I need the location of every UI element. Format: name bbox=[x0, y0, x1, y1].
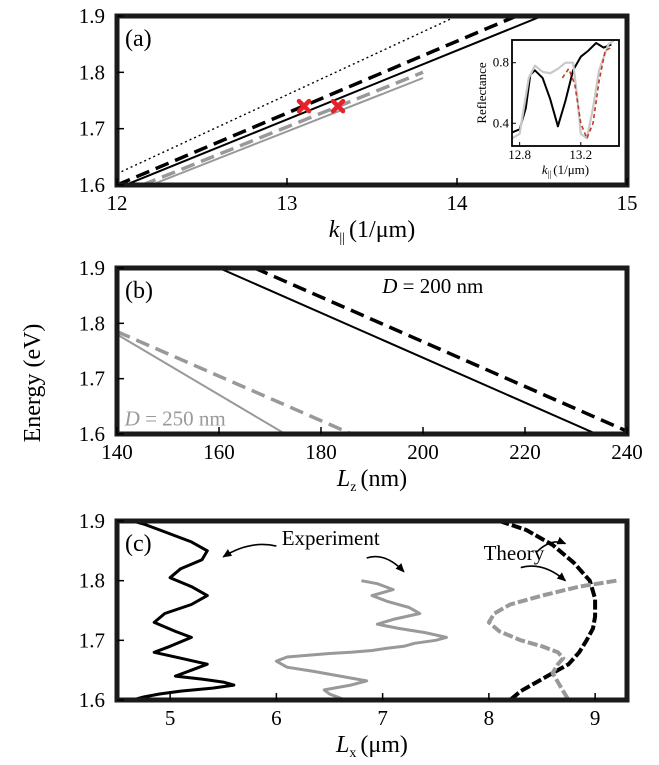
series-line-3 bbox=[117, 329, 353, 434]
y-tick-label: 1.8 bbox=[79, 60, 105, 84]
marker-cross bbox=[330, 98, 346, 114]
inset-x-tick-label: 13.2 bbox=[569, 147, 592, 162]
axes-frame bbox=[114, 518, 630, 703]
x-tick-label: 220 bbox=[509, 440, 541, 464]
series-line-2 bbox=[253, 268, 627, 433]
series-line-4 bbox=[117, 333, 286, 434]
axes-frame bbox=[114, 265, 630, 437]
panel-b: 140 160 180 200 220 240 1.6 1.7 1.8 1.9 (b) Lz (nm) D… bbox=[79, 256, 643, 495]
series-line-1 bbox=[117, 16, 458, 175]
x-tick-label: 200 bbox=[407, 440, 439, 464]
plot-area bbox=[117, 268, 627, 434]
plot-area bbox=[132, 521, 617, 700]
x-tick-label: 140 bbox=[101, 440, 133, 464]
x-tick-label: 9 bbox=[590, 706, 601, 730]
panel-a: 12 13 14 15 1.6 1.7 1.8 1.9 (a) k|| (1/μm) 12.8 13.2… bbox=[79, 4, 638, 246]
annotation-arrow-3 bbox=[536, 536, 567, 553]
annotation-arrow-1 bbox=[222, 543, 277, 558]
shared-y-axis-label: Energy (eV) bbox=[20, 324, 46, 443]
y-tick-label: 1.9 bbox=[79, 256, 105, 280]
y-tick-label: 1.7 bbox=[79, 367, 105, 391]
series-line-4 bbox=[486, 578, 617, 700]
annotation-1: Experiment bbox=[282, 526, 380, 550]
series-line-4 bbox=[141, 70, 424, 185]
panel-label: (a) bbox=[125, 26, 152, 52]
x-tick-label: 180 bbox=[305, 440, 337, 464]
y-tick-label: 1.7 bbox=[79, 117, 105, 141]
y-tick-label: 1.9 bbox=[79, 509, 105, 533]
x-tick-label: 12 bbox=[107, 191, 128, 215]
axes-frame bbox=[114, 13, 630, 188]
inset-frame bbox=[511, 39, 620, 147]
panel-label: (c) bbox=[125, 531, 152, 557]
x-tick-label: 6 bbox=[271, 706, 282, 730]
x-tick-label: 7 bbox=[377, 706, 388, 730]
series-line-1 bbox=[132, 521, 236, 700]
annotation-2: D = 250 nm bbox=[124, 407, 226, 431]
series-line-3 bbox=[498, 521, 598, 700]
x-tick-label: 15 bbox=[617, 191, 638, 215]
inset-y-tick-label: 0.4 bbox=[493, 115, 510, 130]
y-tick-label: 1.6 bbox=[79, 422, 105, 446]
inset-plot-area bbox=[512, 40, 616, 140]
inset: 12.8 13.2 0.4 0.8 Reflectance k|| (1/μm) bbox=[474, 39, 620, 179]
x-tick-label: 14 bbox=[447, 191, 469, 215]
inset-x-label: k|| (1/μm) bbox=[542, 162, 589, 179]
x-tick-label: 13 bbox=[277, 191, 298, 215]
panel-label: (b) bbox=[125, 278, 153, 304]
x-tick-label: 160 bbox=[203, 440, 235, 464]
inset-series-2 bbox=[512, 40, 616, 140]
inset-y-tick-label: 0.8 bbox=[493, 55, 509, 70]
inset-series-3 bbox=[561, 46, 612, 140]
panel-c: 5 6 7 8 9 1.6 1.7 1.8 1.9 (c) Lx (μm) Experiment Theo… bbox=[79, 509, 630, 761]
annotation-arrow-4 bbox=[520, 565, 567, 582]
annotation-arrow-2 bbox=[366, 555, 405, 573]
data-marker-2 bbox=[330, 98, 346, 114]
annotation-1: D = 200 nm bbox=[381, 274, 483, 298]
series-line-2 bbox=[117, 16, 518, 185]
inset-y-label: Reflectance bbox=[474, 62, 489, 124]
y-tick-label: 1.7 bbox=[79, 628, 105, 652]
series-line-1 bbox=[218, 268, 597, 434]
inset-background bbox=[512, 40, 619, 146]
y-tick-label: 1.6 bbox=[79, 173, 105, 197]
series-line-5 bbox=[150, 77, 424, 185]
x-tick-label: 240 bbox=[611, 440, 643, 464]
y-tick-label: 1.9 bbox=[79, 4, 105, 28]
series-line-2 bbox=[274, 579, 448, 700]
x-tick-label: 5 bbox=[165, 706, 176, 730]
inset-series-1 bbox=[512, 42, 612, 134]
plot-area bbox=[117, 16, 543, 185]
y-tick-label: 1.8 bbox=[79, 311, 105, 335]
y-tick-label: 1.6 bbox=[79, 688, 105, 712]
x-axis-label: Lz (nm) bbox=[336, 466, 407, 495]
marker-cross bbox=[296, 98, 312, 114]
x-axis-label: Lx (μm) bbox=[335, 732, 408, 761]
inset-x-tick-label: 12.8 bbox=[508, 147, 531, 162]
x-tick-label: 8 bbox=[484, 706, 495, 730]
data-marker-1 bbox=[296, 98, 312, 114]
y-tick-label: 1.8 bbox=[79, 569, 105, 593]
x-axis-label: k|| (1/μm) bbox=[329, 217, 415, 246]
annotation-2: Theory bbox=[484, 541, 545, 565]
